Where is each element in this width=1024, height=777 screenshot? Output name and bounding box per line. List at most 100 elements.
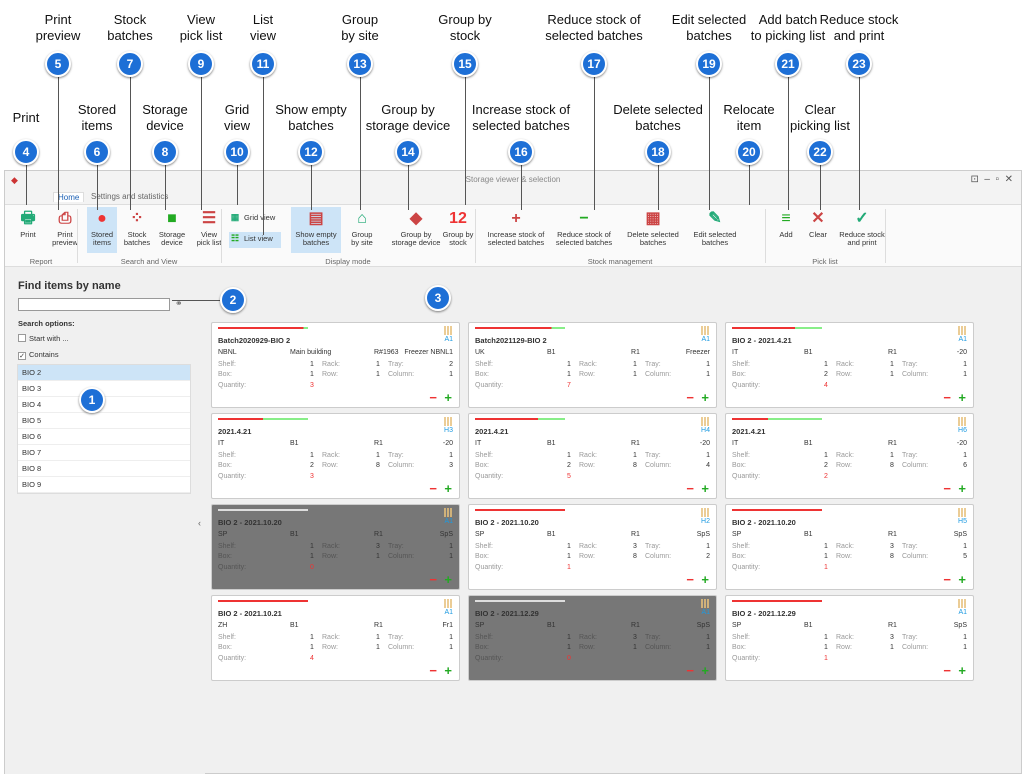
batch-card[interactable]: BIO 2 - 2021.10.20 H2 SP B1 R1 SpS Shelf: 1 Ra… <box>468 504 717 590</box>
increase-stock-button[interactable]: + <box>444 390 452 405</box>
ribbon-button-16[interactable]: ≡ Add <box>771 207 801 253</box>
callout-label-15: Group by stock <box>438 12 492 43</box>
ribbon: 🖶 Print ⎙ Print preview ● Stored items ⁘ Stock … <box>5 205 1021 267</box>
reduce-stock-button[interactable]: − <box>943 390 951 405</box>
ribbon-button-9[interactable]: ⌂ Group by site <box>347 207 377 253</box>
ribbon-icon-7: ☷ <box>230 233 240 243</box>
callout-badge-22: 22 <box>807 139 833 165</box>
batch-card[interactable]: 2021.4.21 H3 IT B1 R1 -20 Shelf: 1 Rack: 1 Tray:… <box>211 413 460 499</box>
ribbon-button-2[interactable]: ● Stored items <box>87 207 117 253</box>
reduce-stock-button[interactable]: − <box>943 663 951 678</box>
ribbon-button-15[interactable]: ✎ Edit selected batches <box>687 207 743 253</box>
callout-label-18: Delete selected batches <box>613 102 703 133</box>
grid-icon <box>701 508 710 517</box>
ribbon-button-6[interactable]: ▦ Grid view <box>229 211 281 227</box>
ribbon-button-0[interactable]: 🖶 Print <box>11 207 45 253</box>
increase-stock-button[interactable]: + <box>701 481 709 496</box>
batch-title: BIO 2 - 2021.10.21 <box>218 609 282 618</box>
ribbon-button-18[interactable]: ✓ Reduce stock and print <box>836 207 888 253</box>
contains-checkbox[interactable]: ✓ Contains <box>18 350 59 360</box>
collapse-panel-icon[interactable]: ‹ <box>198 518 201 528</box>
reduce-stock-button[interactable]: − <box>429 663 437 678</box>
reduce-stock-button[interactable]: − <box>429 390 437 405</box>
batch-card[interactable]: BIO 2 - 2021.12.29 A1 SP B1 R1 SpS Shelf: 1 Ra… <box>725 595 974 681</box>
ribbon-button-11[interactable]: 12 Group by stock <box>439 207 477 253</box>
ribbon-icon-15: ✎ <box>708 210 722 227</box>
ribbon-icon-11: 12 <box>449 210 467 227</box>
increase-stock-button[interactable]: + <box>958 390 966 405</box>
reduce-stock-button[interactable]: − <box>686 663 694 678</box>
ribbon-button-17[interactable]: ✕ Clear <box>804 207 832 253</box>
increase-stock-button[interactable]: + <box>958 572 966 587</box>
increase-stock-button[interactable]: + <box>444 572 452 587</box>
list-item[interactable]: BIO 8 <box>18 461 190 477</box>
reduce-stock-button[interactable]: − <box>429 481 437 496</box>
callout-badge-17: 17 <box>581 51 607 77</box>
batch-title: 2021.4.21 <box>475 427 509 436</box>
reduce-stock-button[interactable]: − <box>686 572 694 587</box>
ribbon-button-12[interactable]: + Increase stock of selected batches <box>483 207 549 253</box>
callout-label-17: Reduce stock of selected batches <box>545 12 643 43</box>
tab-settings[interactable]: Settings and statistics <box>91 192 169 201</box>
list-item[interactable]: BIO 9 <box>18 477 190 493</box>
ribbon-button-7[interactable]: ☷ List view <box>229 232 281 248</box>
ribbon-label-15: Edit selected batches <box>693 230 737 247</box>
increase-stock-button[interactable]: + <box>444 481 452 496</box>
batch-card[interactable]: Batch2020929-BIO 2 A1 NBNL Main building R#… <box>211 322 460 408</box>
callout-label-10: Grid view <box>223 102 250 133</box>
window-controls[interactable]: ⊡ – ▫ ✕ <box>970 174 1013 185</box>
grid-icon <box>958 417 967 426</box>
ribbon-button-4[interactable]: ■ Storage device <box>155 207 189 253</box>
increase-stock-button[interactable]: + <box>701 390 709 405</box>
tab-home[interactable]: Home <box>53 192 85 202</box>
callout-badge-4: 4 <box>13 139 39 165</box>
batch-card[interactable]: BIO 2 - 2021.4.21 A1 IT B1 R1 -20 Shelf: 1 Rac… <box>725 322 974 408</box>
batch-card[interactable]: 2021.4.21 H6 IT B1 R1 -20 Shelf: 1 Rack: 1 Tray:… <box>725 413 974 499</box>
reduce-stock-button[interactable]: − <box>686 390 694 405</box>
list-item[interactable]: BIO 2 <box>18 365 190 381</box>
ribbon-button-5[interactable]: ☰ View pick list <box>193 207 225 253</box>
ribbon-button-1[interactable]: ⎙ Print preview <box>46 207 84 253</box>
batch-title: BIO 2 - 2021.12.29 <box>732 609 796 618</box>
reduce-stock-button[interactable]: − <box>943 481 951 496</box>
increase-stock-button[interactable]: + <box>444 663 452 678</box>
increase-stock-button[interactable]: + <box>958 481 966 496</box>
ribbon-icon-4: ■ <box>167 210 177 227</box>
ribbon-button-13[interactable]: − Reduce stock of selected batches <box>552 207 616 253</box>
ribbon-icon-9: ⌂ <box>357 210 367 227</box>
increase-stock-button[interactable]: + <box>958 663 966 678</box>
ribbon-button-10[interactable]: ◆ Group by storage device <box>391 207 441 253</box>
batch-card[interactable]: Batch2021129-BIO 2 A1 UK B1 R1 Freezer Shelf… <box>468 322 717 408</box>
batch-card[interactable]: BIO 2 - 2021.12.29 A1 SP B1 R1 SpS Shelf: 1 Ra… <box>468 595 717 681</box>
list-item[interactable]: BIO 7 <box>18 445 190 461</box>
batch-title: BIO 2 - 2021.10.20 <box>218 518 282 527</box>
batch-card[interactable]: BIO 2 - 2021.10.21 A1 ZH B1 R1 Fr1 Shelf: 1 Ra… <box>211 595 460 681</box>
search-heading: Find items by name <box>18 280 121 292</box>
callout-badge-20: 20 <box>736 139 762 165</box>
batch-card[interactable]: 2021.4.21 H4 IT B1 R1 -20 Shelf: 1 Rack: 1 Tray:… <box>468 413 717 499</box>
ribbon-icon-13: − <box>579 210 589 227</box>
increase-stock-button[interactable]: + <box>701 663 709 678</box>
list-item[interactable]: BIO 4 <box>18 397 190 413</box>
records-list: BIO 2 BIO 3 BIO 4 BIO 5 BIO 6 BIO 7 BIO 8 BIO 9 <box>17 364 191 494</box>
ribbon-label-1: Print preview <box>52 230 78 247</box>
start-with-checkbox[interactable]: Start with ... <box>18 334 69 343</box>
reduce-stock-button[interactable]: − <box>429 572 437 587</box>
batch-card[interactable]: BIO 2 - 2021.10.20 A1 SP B1 R1 SpS Shelf: 1 Ra… <box>211 504 460 590</box>
ribbon-button-8[interactable]: ▤ Show empty batches <box>291 207 341 253</box>
batch-title: BIO 2 - 2021.12.29 <box>475 609 539 618</box>
search-input[interactable] <box>18 298 170 311</box>
ribbon-button-3[interactable]: ⁘ Stock batches <box>121 207 153 253</box>
ribbon-label-11: Group by stock <box>442 230 474 247</box>
callout-label-23: Reduce stock and print <box>819 12 899 43</box>
list-item[interactable]: BIO 5 <box>18 413 190 429</box>
reduce-stock-button[interactable]: − <box>686 481 694 496</box>
reduce-stock-button[interactable]: − <box>943 572 951 587</box>
batch-card[interactable]: BIO 2 - 2021.10.20 H5 SP B1 R1 SpS Shelf: 1 Ra… <box>725 504 974 590</box>
binoculars-icon[interactable]: ⚭ <box>175 298 183 308</box>
ribbon-icon-16: ≡ <box>781 210 791 227</box>
increase-stock-button[interactable]: + <box>701 572 709 587</box>
ribbon-button-14[interactable]: ▦ Delete selected batches <box>623 207 683 253</box>
app-menu-icon[interactable]: ◆ <box>11 175 18 185</box>
list-item[interactable]: BIO 6 <box>18 429 190 445</box>
